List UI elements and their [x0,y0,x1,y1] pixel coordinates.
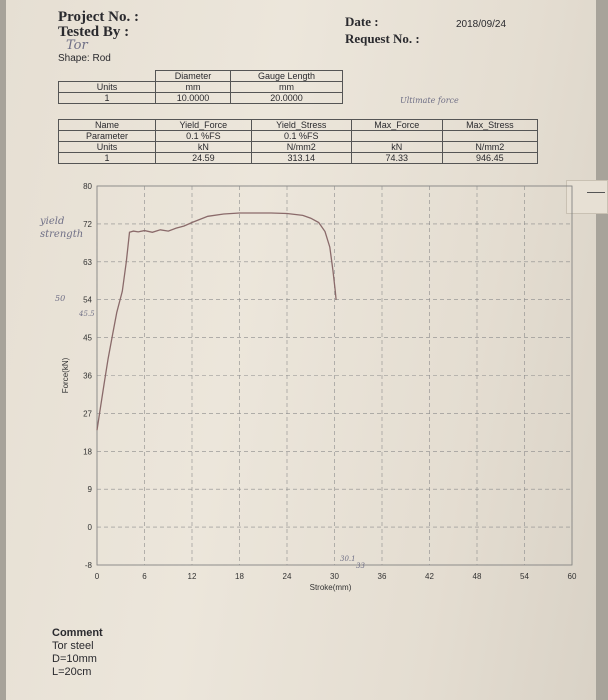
y-tick-label: -8 [85,561,93,570]
y-tick-label: 72 [83,220,92,229]
handwritten-stroke-note-2: 33 [356,562,365,570]
x-tick-label: 42 [425,572,434,581]
x-axis-label: Stroke(mm) [310,583,352,592]
x-tick-label: 48 [473,572,482,581]
comment-title: Comment [52,627,103,639]
results-row-label: 1 [58,152,156,164]
results-table: Name Yield_Force Yield_Stress Max_Force … [58,119,539,164]
shape-label: Shape: Rod [58,53,111,64]
comment-block: Comment Tor steel D=10mm L=20cm [52,627,103,679]
x-tick-label: 18 [235,572,244,581]
date-value: 2018/09/24 [456,19,507,30]
tested-by-label: Tested By : [58,24,130,40]
specimen-row-label: 1 [58,92,156,104]
comment-line: Tor steel [52,640,94,652]
chart-grid [96,185,573,566]
date-label: Date : [345,14,379,29]
y-axis-label: Force(kN) [61,357,70,393]
y-tick-label: 63 [83,258,92,267]
comment-line: D=10mm [52,653,97,665]
results-value: 946.45 [441,152,539,164]
x-tick-label: 54 [520,572,529,581]
handwritten-circled-value: 50 [55,294,66,303]
y-tick-label: 80 [83,182,92,191]
handwritten-ultimate-force: Ultimate force [400,96,459,105]
handwritten-45-value: 45.5 [79,310,95,318]
y-tick-label: 18 [83,447,92,456]
y-tick-label: 36 [83,372,92,381]
results-value: 313.14 [250,152,352,164]
x-tick-label: 36 [378,572,387,581]
y-tick-label: 0 [88,523,93,532]
handwritten-yield-strength: yield strength [40,216,84,240]
specimen-table: Diameter Gauge Length Units mm mm 1 10.0… [58,70,344,104]
x-tick-label: 30 [330,572,339,581]
adjacent-paper-edge [566,180,608,214]
x-tick-label: 12 [188,572,197,581]
specimen-value: 20.0000 [229,92,344,104]
handwritten-stroke-note: 30.1 [340,555,356,563]
specimen-value: 10.0000 [155,92,231,104]
x-tick-label: 60 [568,572,577,581]
y-tick-label: 27 [83,409,92,418]
force-curve-line [96,212,337,431]
adjacent-paper-mark [587,192,605,193]
tested-by-handwritten: Tor [66,38,88,53]
y-tick-label: 54 [83,296,92,305]
project-number-label: Project No. : [58,9,139,25]
x-tick-label: 6 [142,572,147,581]
y-tick-label: 45 [83,334,92,343]
y-tick-label: 9 [88,485,93,494]
x-tick-label: 0 [95,572,100,581]
x-tick-label: 24 [283,572,292,581]
paper-sheet [6,0,596,700]
request-number-label: Request No. : [345,31,420,46]
comment-line: L=20cm [52,666,92,678]
